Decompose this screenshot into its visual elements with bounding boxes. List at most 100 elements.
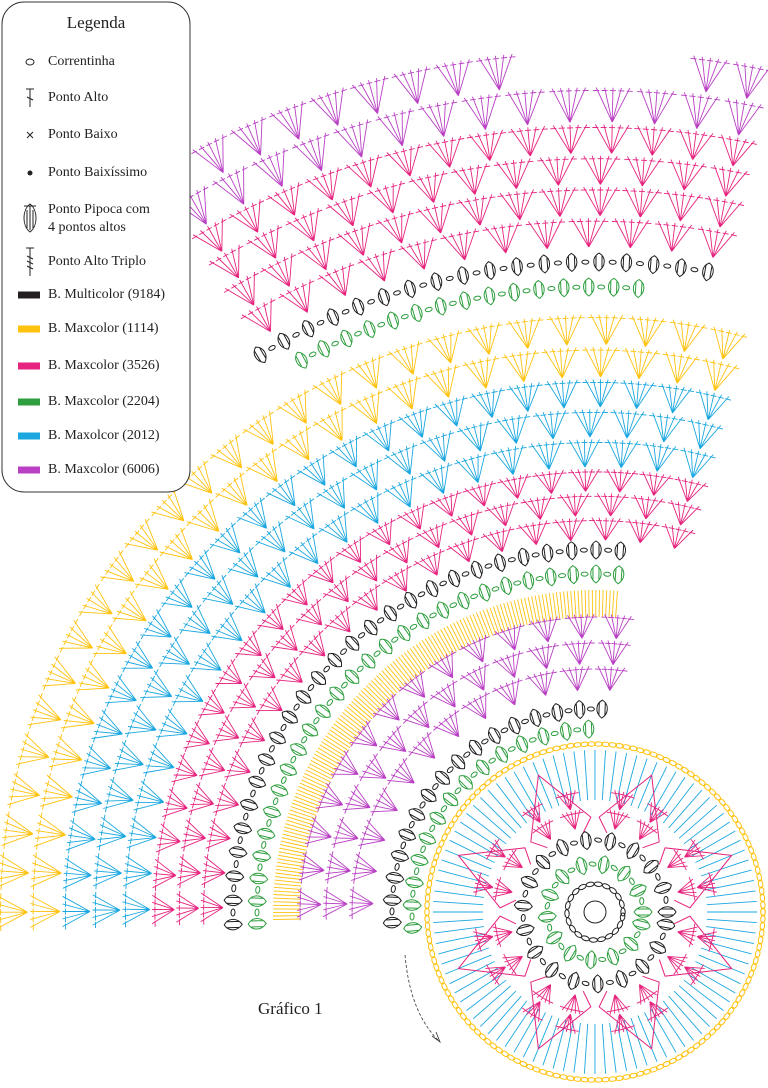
fan-stitches bbox=[702, 357, 740, 391]
fan-stitches bbox=[433, 709, 460, 738]
chain-stitch bbox=[354, 330, 362, 337]
fan-stitches bbox=[402, 701, 430, 729]
chain-stitch bbox=[758, 886, 765, 896]
popcorn-stitch bbox=[632, 278, 645, 299]
chain-stitch bbox=[473, 788, 482, 796]
chain-stitch bbox=[491, 586, 500, 592]
chain-stitch bbox=[432, 783, 439, 790]
tall-stitch bbox=[273, 890, 301, 894]
tall-stitch bbox=[472, 985, 512, 1020]
fan-stitches bbox=[587, 314, 626, 345]
fan-stitches bbox=[625, 518, 660, 544]
popcorn-stitch bbox=[596, 699, 608, 719]
chain-stitch bbox=[440, 805, 448, 813]
fan-stitches bbox=[526, 642, 559, 669]
chain-stitch bbox=[618, 899, 625, 909]
popcorn-stitch bbox=[442, 792, 459, 807]
popcorn-stitch bbox=[566, 541, 578, 561]
fan-stitches bbox=[156, 707, 188, 741]
fan-stitches bbox=[580, 186, 621, 217]
fan-stitches bbox=[546, 314, 585, 346]
fan-stitches bbox=[366, 180, 406, 214]
fan-stitches bbox=[677, 876, 698, 901]
symbol-chain bbox=[25, 58, 35, 66]
popcorn-stitch bbox=[448, 569, 461, 588]
tall-stitch bbox=[584, 590, 587, 618]
fan-stitches bbox=[425, 330, 463, 364]
popcorn-stitch bbox=[429, 811, 447, 825]
tall-stitch bbox=[308, 763, 334, 777]
tall-stitch bbox=[329, 729, 353, 746]
popcorn-stitch bbox=[508, 282, 520, 302]
fan-stitches bbox=[557, 493, 592, 517]
popcorn-stitch bbox=[529, 708, 542, 728]
chain-stitch bbox=[639, 854, 646, 862]
chain-stitch bbox=[642, 749, 652, 756]
chain-stitch bbox=[377, 321, 386, 328]
popcorn-stitch bbox=[617, 865, 631, 882]
legend-label: B. Maxcolor (3526) bbox=[48, 358, 160, 373]
fan-stitches bbox=[559, 809, 584, 830]
center-ring bbox=[583, 900, 607, 924]
tall-stitch bbox=[273, 886, 301, 890]
chain-stitch bbox=[230, 908, 236, 917]
tall-stitch bbox=[449, 624, 463, 649]
chain-stitch bbox=[459, 803, 467, 812]
popcorn-stitch bbox=[555, 869, 570, 884]
chain-stitch bbox=[255, 885, 261, 894]
fan-stitches bbox=[636, 984, 658, 1005]
chain-stitch bbox=[713, 1023, 722, 1031]
fan-stitches bbox=[639, 471, 674, 496]
tall-stitch bbox=[705, 926, 756, 934]
legend-label: B. Maxcolor (2204) bbox=[48, 394, 160, 409]
tall-stitch bbox=[573, 751, 581, 802]
yarn-swatch bbox=[18, 362, 40, 370]
tall-stitch bbox=[698, 954, 745, 975]
tall-stitch bbox=[284, 826, 311, 835]
fan-stitches bbox=[647, 802, 669, 823]
fan-stitches bbox=[235, 630, 262, 658]
fan-stitches bbox=[198, 747, 226, 780]
tall-stitch bbox=[280, 844, 307, 851]
fan-stitches bbox=[200, 890, 224, 925]
fan-stitches bbox=[525, 218, 566, 249]
fan-stitches bbox=[331, 816, 359, 849]
fan-stitches bbox=[459, 663, 490, 691]
chain-stitch bbox=[426, 935, 433, 945]
chain-stitch bbox=[545, 747, 555, 754]
fan-stitches bbox=[397, 406, 432, 438]
chain-stitch bbox=[668, 1057, 677, 1065]
fan-stitches bbox=[255, 521, 286, 553]
fan-stitches bbox=[717, 134, 757, 167]
chain-stitch bbox=[526, 262, 535, 268]
chain-stitch bbox=[723, 1012, 731, 1021]
chain-stitch bbox=[610, 864, 618, 872]
chain-stitch bbox=[461, 571, 470, 577]
tall-stitch bbox=[279, 847, 306, 854]
chain-stitch bbox=[587, 1077, 596, 1083]
fan-stitches bbox=[552, 517, 587, 542]
tall-stitch bbox=[456, 621, 469, 646]
fan-stitches bbox=[461, 93, 501, 130]
chain-stitch bbox=[698, 1037, 706, 1045]
fan-stitches bbox=[124, 518, 159, 551]
chain-stitch bbox=[484, 779, 492, 787]
chain-stitch bbox=[718, 1017, 726, 1026]
chain-stitch bbox=[680, 1050, 690, 1058]
fan-stitches bbox=[121, 640, 154, 673]
tall-stitch bbox=[454, 830, 499, 857]
tall-stitch bbox=[563, 591, 567, 619]
fan-stitches bbox=[385, 375, 421, 410]
fan-stitches bbox=[188, 782, 215, 816]
fan-stitches bbox=[60, 696, 95, 732]
fan-stitches bbox=[333, 119, 372, 158]
tall-stitch bbox=[583, 1023, 589, 1074]
chain-stitch bbox=[551, 881, 559, 889]
fan-stitches bbox=[594, 493, 629, 517]
tall-stitch bbox=[342, 711, 364, 730]
fan-stitches bbox=[669, 319, 708, 352]
fan-stitches bbox=[631, 494, 666, 520]
popcorn-stitch bbox=[430, 272, 443, 291]
chain-stitch bbox=[367, 299, 375, 305]
chain-stitch bbox=[634, 931, 641, 939]
